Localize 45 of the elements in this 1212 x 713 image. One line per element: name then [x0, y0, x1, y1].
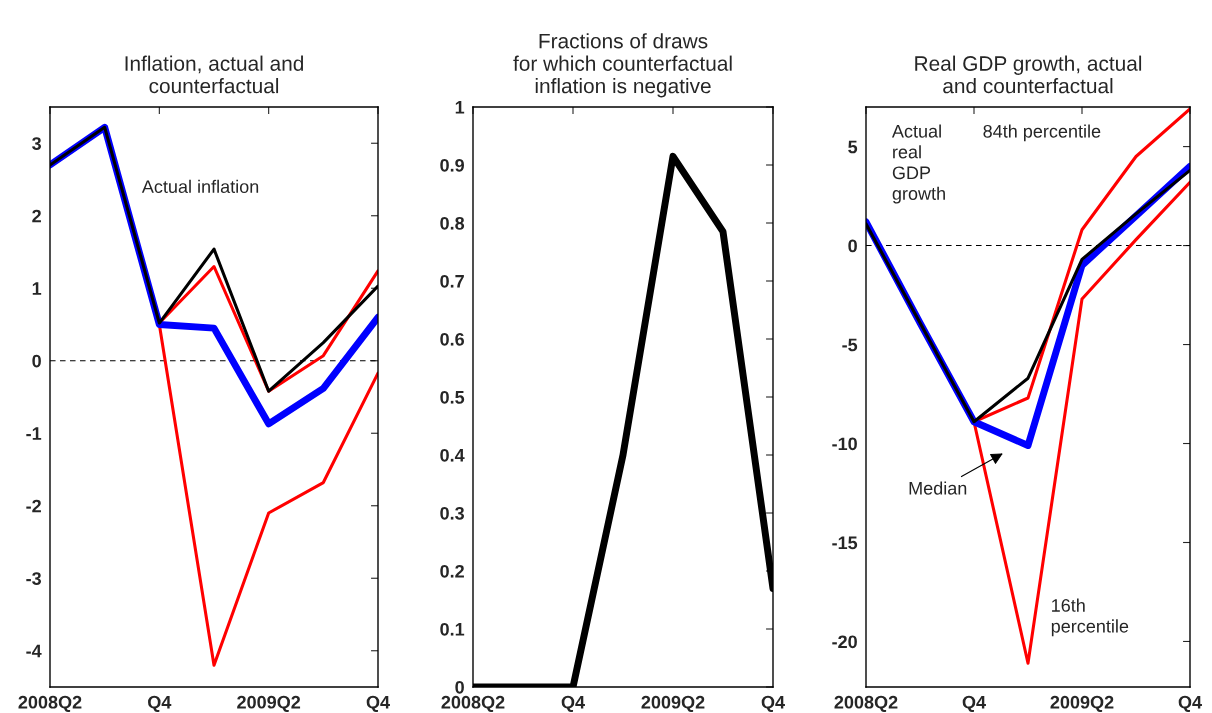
y-tick-label: 5 — [848, 140, 858, 154]
y-tick-label: 0.2 — [440, 564, 464, 578]
x-tick-label: 2009Q2 — [641, 695, 705, 712]
y-tick-label: 0.6 — [440, 332, 465, 346]
y-tick-label: 1 — [32, 282, 42, 295]
y-tick-label: -15 — [832, 536, 858, 550]
y-tick-label: -3 — [26, 572, 42, 585]
x-tick-label: 2008Q2 — [834, 695, 898, 712]
y-tick-label: -4 — [26, 644, 42, 658]
x-tick-label: 2008Q2 — [441, 695, 505, 712]
x-tick-label: Q4 — [1178, 695, 1202, 712]
x-tick-label: 2008Q2 — [18, 695, 82, 712]
y-tick-label: 0.3 — [440, 506, 465, 520]
y-tick-label: 0 — [455, 680, 464, 694]
y-tick-label: 0 — [848, 239, 857, 253]
y-tick-label: 1 — [455, 101, 465, 114]
y-tick-label: 0.5 — [440, 390, 465, 404]
annotation: Actual inflation — [141, 179, 259, 194]
x-tick-label: Q4 — [761, 695, 785, 712]
x-tick-label: Q4 — [561, 695, 585, 712]
y-tick-label: 0.7 — [440, 274, 464, 288]
y-tick-label: -2 — [26, 499, 41, 513]
y-tick-label: 0.8 — [440, 216, 465, 230]
x-tick-label: 2009Q2 — [237, 695, 301, 712]
x-tick-label: Q4 — [148, 695, 172, 712]
y-tick-label: 2 — [32, 209, 41, 223]
y-tick-label: -5 — [842, 338, 858, 352]
y-tick-label: 0.1 — [440, 622, 465, 636]
x-tick-label: 2009Q2 — [1050, 695, 1114, 712]
y-tick-label: -1 — [26, 427, 42, 440]
x-tick-label: Q4 — [962, 695, 986, 712]
annotation: Median — [909, 481, 967, 495]
y-tick-label: -20 — [832, 635, 857, 649]
chart-title: Fractions of draws for which counterfactual inflation is negative — [513, 33, 732, 98]
annotation: 84th percentile — [983, 124, 1101, 142]
y-tick-label: 0.9 — [440, 158, 464, 172]
y-tick-label: 3 — [32, 137, 42, 150]
y-tick-label: 0.4 — [440, 448, 465, 462]
annotation: Actual real GDP growth — [891, 124, 945, 204]
x-tick-label: Q4 — [366, 695, 390, 712]
y-tick-label: 0 — [32, 354, 41, 368]
chart-title: Inflation, actual and counterfactual — [125, 55, 304, 94]
annotation: 16th percentile — [1051, 598, 1129, 637]
chart-title: Real GDP growth, actual and counterfactual — [915, 55, 1142, 94]
y-tick-label: -10 — [832, 437, 857, 451]
